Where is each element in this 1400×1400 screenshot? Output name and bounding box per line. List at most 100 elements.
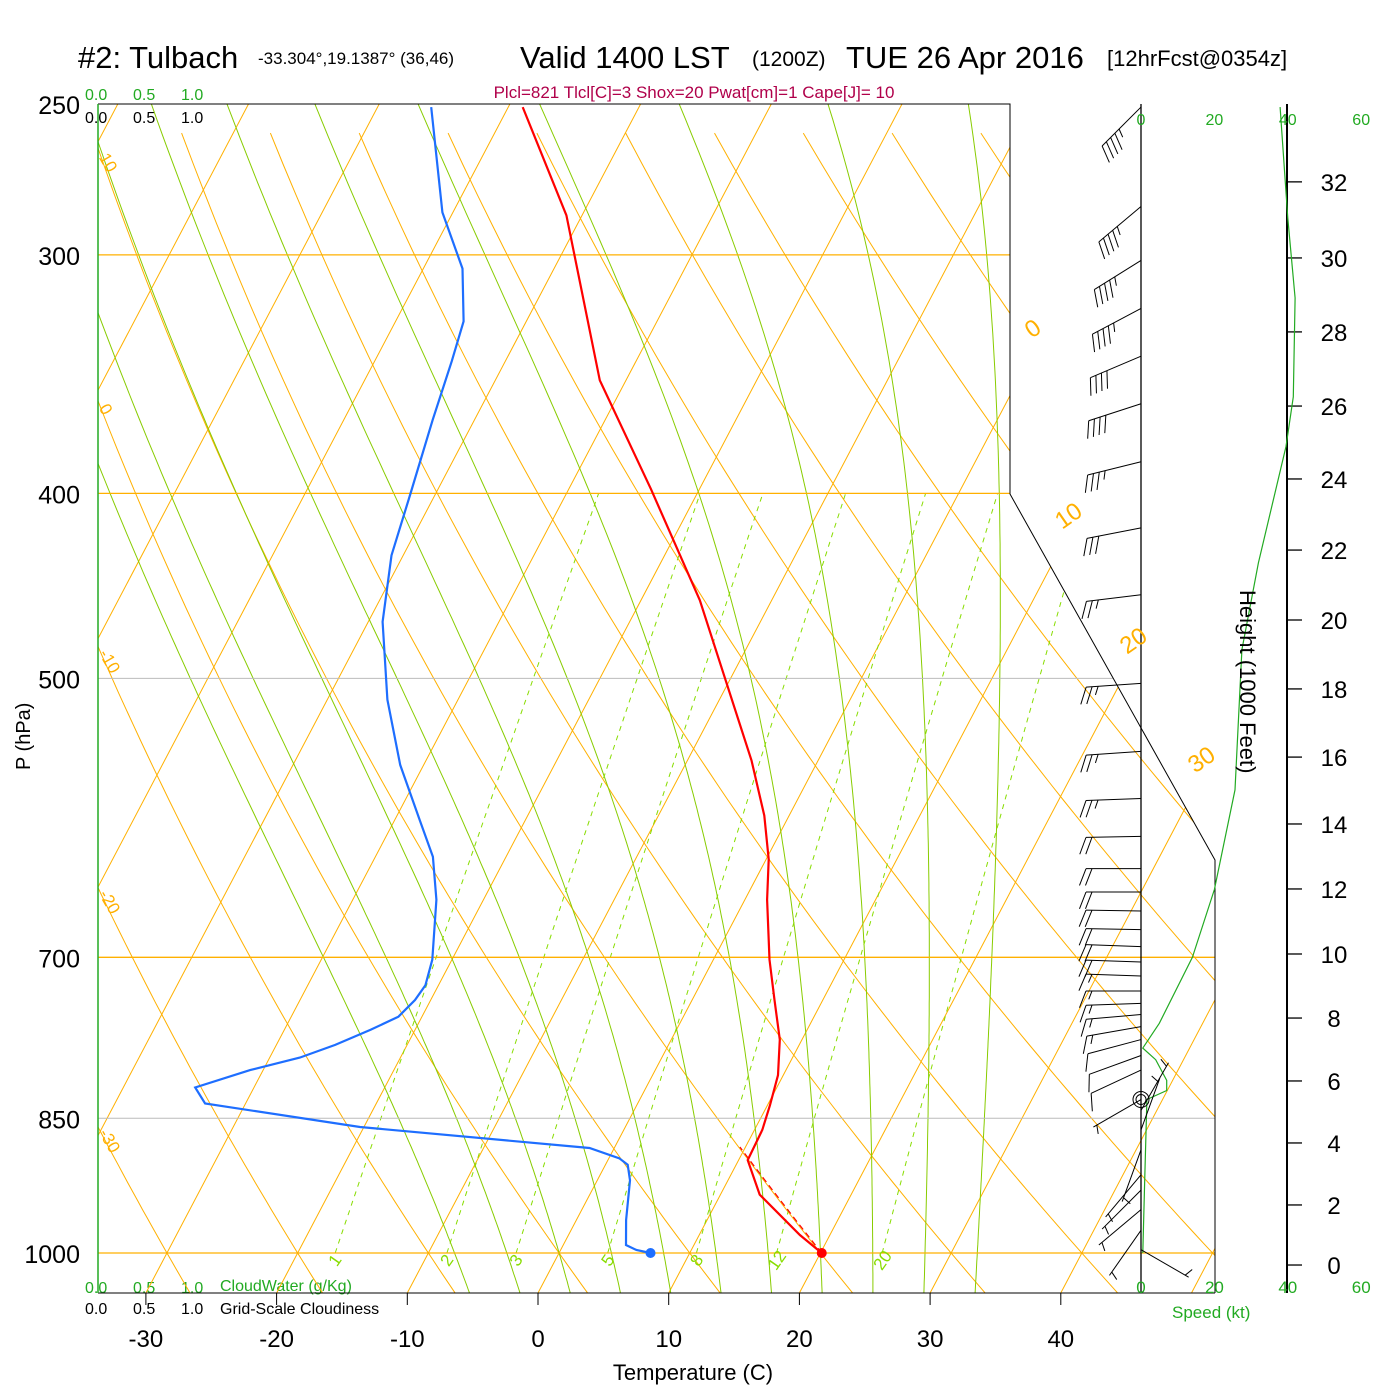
wind-barb-staff <box>1109 1230 1142 1276</box>
wind-barb-full <box>1087 420 1090 439</box>
cloudwater-tick: 0.0 <box>85 1280 107 1297</box>
mixing-ratio-line <box>334 493 600 1254</box>
wind-barb <box>1087 403 1142 439</box>
height-tick-label: 24 <box>1321 467 1348 494</box>
wind-barb-half <box>1101 1242 1106 1252</box>
mixing-ratio-line <box>776 493 999 1254</box>
wind-barb <box>1082 1026 1142 1054</box>
speed-axis-label: Speed (kt) <box>1172 1303 1250 1322</box>
x-tick-label: -20 <box>259 1326 294 1353</box>
plot-frame <box>97 103 1288 1294</box>
background-lines <box>98 104 1215 1293</box>
wind-barb-half <box>1088 1004 1093 1014</box>
wind-barb-full <box>1090 473 1094 492</box>
wind-barb <box>1093 1099 1142 1135</box>
x-tick-label: -10 <box>390 1326 425 1353</box>
wind-barb <box>1079 891 1141 910</box>
mixing-ratio-label: 20 <box>870 1247 896 1273</box>
wind-barb <box>1088 1055 1142 1093</box>
wind-barb-staff <box>1094 259 1142 290</box>
wind-barb-staff <box>1086 1002 1142 1006</box>
wind-barb <box>1080 682 1142 705</box>
wind-barb <box>1140 1249 1193 1278</box>
wind-barb-full <box>1110 137 1119 155</box>
cloudiness-axis-top: 0.0 0.5 1.0 <box>85 110 203 127</box>
wind-barb-staff <box>1090 1069 1142 1094</box>
temperature-line <box>521 106 823 1254</box>
height-tick-label: 22 <box>1321 538 1348 565</box>
wind-barb-half <box>1114 276 1117 286</box>
height-tick-label: 28 <box>1321 320 1348 347</box>
wind-barb-staff <box>1105 1174 1142 1218</box>
wind-barb <box>1079 990 1141 1008</box>
speed-tick-label-top: 60 <box>1352 112 1370 129</box>
title-valid: Valid 1400 LST <box>520 40 730 75</box>
wind-barb-half <box>1184 1269 1193 1276</box>
wind-barb-staff <box>1086 750 1142 756</box>
wind-barb-full <box>1093 289 1099 308</box>
wind-barb-full <box>1079 837 1087 855</box>
wind-barb-staff <box>1101 106 1142 147</box>
wind-barb-full <box>1107 325 1111 344</box>
wind-barb-full <box>1079 990 1087 1008</box>
cloudwater-tick: 1.0 <box>181 87 203 104</box>
wind-barb-full <box>1078 959 1087 977</box>
dry-adiabat-line <box>269 132 986 1293</box>
isotherm-line <box>98 104 380 1293</box>
wind-barb-half <box>1089 1018 1093 1028</box>
moist-adiabat-line <box>827 104 930 1293</box>
wind-barb-full <box>1090 1093 1093 1112</box>
wind-barb <box>1109 1230 1142 1280</box>
dry-adiabat-line <box>625 132 1215 1293</box>
plot-border <box>98 103 1216 1293</box>
pressure-tick-label: 300 <box>38 243 80 271</box>
wind-barb <box>1084 461 1142 493</box>
wind-barb-full <box>1095 375 1097 394</box>
height-tick-label: 10 <box>1321 942 1348 969</box>
wind-barb-full <box>1085 891 1093 910</box>
wind-barb-staff <box>1140 1062 1169 1111</box>
speed-tick-label-top: 0 <box>1137 112 1146 129</box>
isotherm-label: 30 <box>1183 741 1220 778</box>
wind-barb-full <box>1083 538 1088 557</box>
isotherm-label: 0 <box>1020 314 1046 344</box>
wind-barb-full <box>1081 601 1087 619</box>
wind-barb <box>1079 835 1142 855</box>
wind-barb <box>1101 1189 1142 1235</box>
cloudiness-tick: 0.0 <box>85 1301 107 1318</box>
title-forecast: [12hrFcst@0354z] <box>1107 46 1287 71</box>
wind-speed-line <box>1142 107 1296 1254</box>
wind-barb-full <box>1080 1019 1087 1037</box>
height-tick-label: 2 <box>1327 1193 1340 1220</box>
wind-barb-full <box>1082 1036 1088 1054</box>
moist-adiabat-line <box>98 104 470 1293</box>
wind-barb-full <box>1098 241 1106 260</box>
wind-barb <box>1101 106 1142 163</box>
height-tick-label: 14 <box>1321 812 1348 839</box>
wind-barb-half <box>1116 226 1121 236</box>
wind-barb-half <box>1103 470 1106 480</box>
wind-barb-full <box>1080 687 1087 705</box>
wind-barb-full <box>1078 909 1087 927</box>
cloudwater-label: CloudWater (g/Kg) <box>220 1278 352 1295</box>
wind-barb-half <box>1088 990 1093 1000</box>
isotherm-label: 10 <box>1050 497 1087 534</box>
height-tick-label: 16 <box>1321 745 1348 772</box>
wind-barb <box>1079 798 1142 818</box>
wind-barb-staff <box>1098 1209 1142 1246</box>
wind-barb-staff <box>1086 594 1142 602</box>
wind-barb <box>1083 527 1142 557</box>
wind-barb <box>1078 973 1142 991</box>
stability-indices: Plcl=821 Tlcl[C]=3 Shox=20 Pwat[cm]=1 Ca… <box>494 83 895 102</box>
wind-barb-full <box>1087 600 1093 619</box>
wind-barb-half <box>1111 1271 1118 1280</box>
moist-adiabat-line <box>98 104 571 1293</box>
wind-barb <box>1091 307 1142 353</box>
wind-barb-full <box>1086 754 1093 773</box>
wind-barb-full <box>1078 944 1087 962</box>
moist-adiabat-line <box>967 104 1001 1293</box>
wind-barb <box>1078 928 1142 946</box>
wind-barb-full <box>1084 474 1089 493</box>
wind-barb-full <box>1104 283 1109 301</box>
wind-barb-staff <box>1087 1039 1142 1055</box>
